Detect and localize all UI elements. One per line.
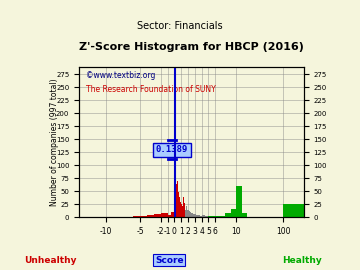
- Bar: [174, 75, 175, 217]
- Bar: [186, 208, 187, 217]
- Bar: [188, 210, 189, 217]
- Bar: [195, 214, 196, 217]
- Bar: [197, 215, 198, 217]
- Bar: [171, 212, 174, 217]
- Bar: [202, 215, 205, 217]
- Bar: [176, 184, 177, 217]
- Bar: [225, 213, 230, 217]
- Bar: [183, 197, 184, 217]
- Bar: [205, 216, 208, 217]
- Bar: [230, 209, 236, 217]
- Bar: [192, 213, 193, 217]
- Title: Z'-Score Histogram for HBCP (2016): Z'-Score Histogram for HBCP (2016): [79, 42, 304, 52]
- Bar: [161, 213, 167, 217]
- Bar: [215, 216, 220, 217]
- Text: 0.1389: 0.1389: [156, 145, 188, 154]
- Bar: [243, 213, 247, 217]
- Text: Score: Score: [155, 256, 184, 265]
- Bar: [134, 216, 140, 217]
- Bar: [198, 215, 199, 217]
- Bar: [200, 216, 201, 217]
- Bar: [175, 113, 176, 217]
- Bar: [178, 189, 179, 217]
- Bar: [201, 216, 202, 217]
- Bar: [180, 202, 181, 217]
- Bar: [184, 203, 185, 217]
- Bar: [283, 204, 304, 217]
- Text: Sector: Financials: Sector: Financials: [137, 21, 223, 31]
- Bar: [187, 210, 188, 217]
- Bar: [181, 204, 182, 217]
- Bar: [147, 215, 154, 217]
- Bar: [190, 212, 191, 217]
- Text: Healthy: Healthy: [283, 256, 322, 265]
- Text: The Research Foundation of SUNY: The Research Foundation of SUNY: [86, 85, 216, 94]
- Bar: [220, 216, 225, 217]
- Bar: [199, 216, 200, 217]
- Bar: [154, 214, 161, 217]
- Bar: [236, 186, 243, 217]
- Bar: [212, 216, 215, 217]
- Bar: [189, 211, 190, 217]
- Bar: [194, 214, 195, 217]
- Bar: [191, 212, 192, 217]
- Bar: [193, 214, 194, 217]
- Bar: [177, 181, 178, 217]
- Bar: [182, 206, 183, 217]
- Bar: [196, 215, 197, 217]
- Text: Number of companies (997 total): Number of companies (997 total): [50, 78, 59, 206]
- Bar: [140, 216, 147, 217]
- Bar: [208, 216, 212, 217]
- Bar: [179, 197, 180, 217]
- Bar: [167, 215, 171, 217]
- Text: ©www.textbiz.org: ©www.textbiz.org: [86, 71, 155, 80]
- Text: Unhealthy: Unhealthy: [24, 256, 77, 265]
- Bar: [185, 210, 186, 217]
